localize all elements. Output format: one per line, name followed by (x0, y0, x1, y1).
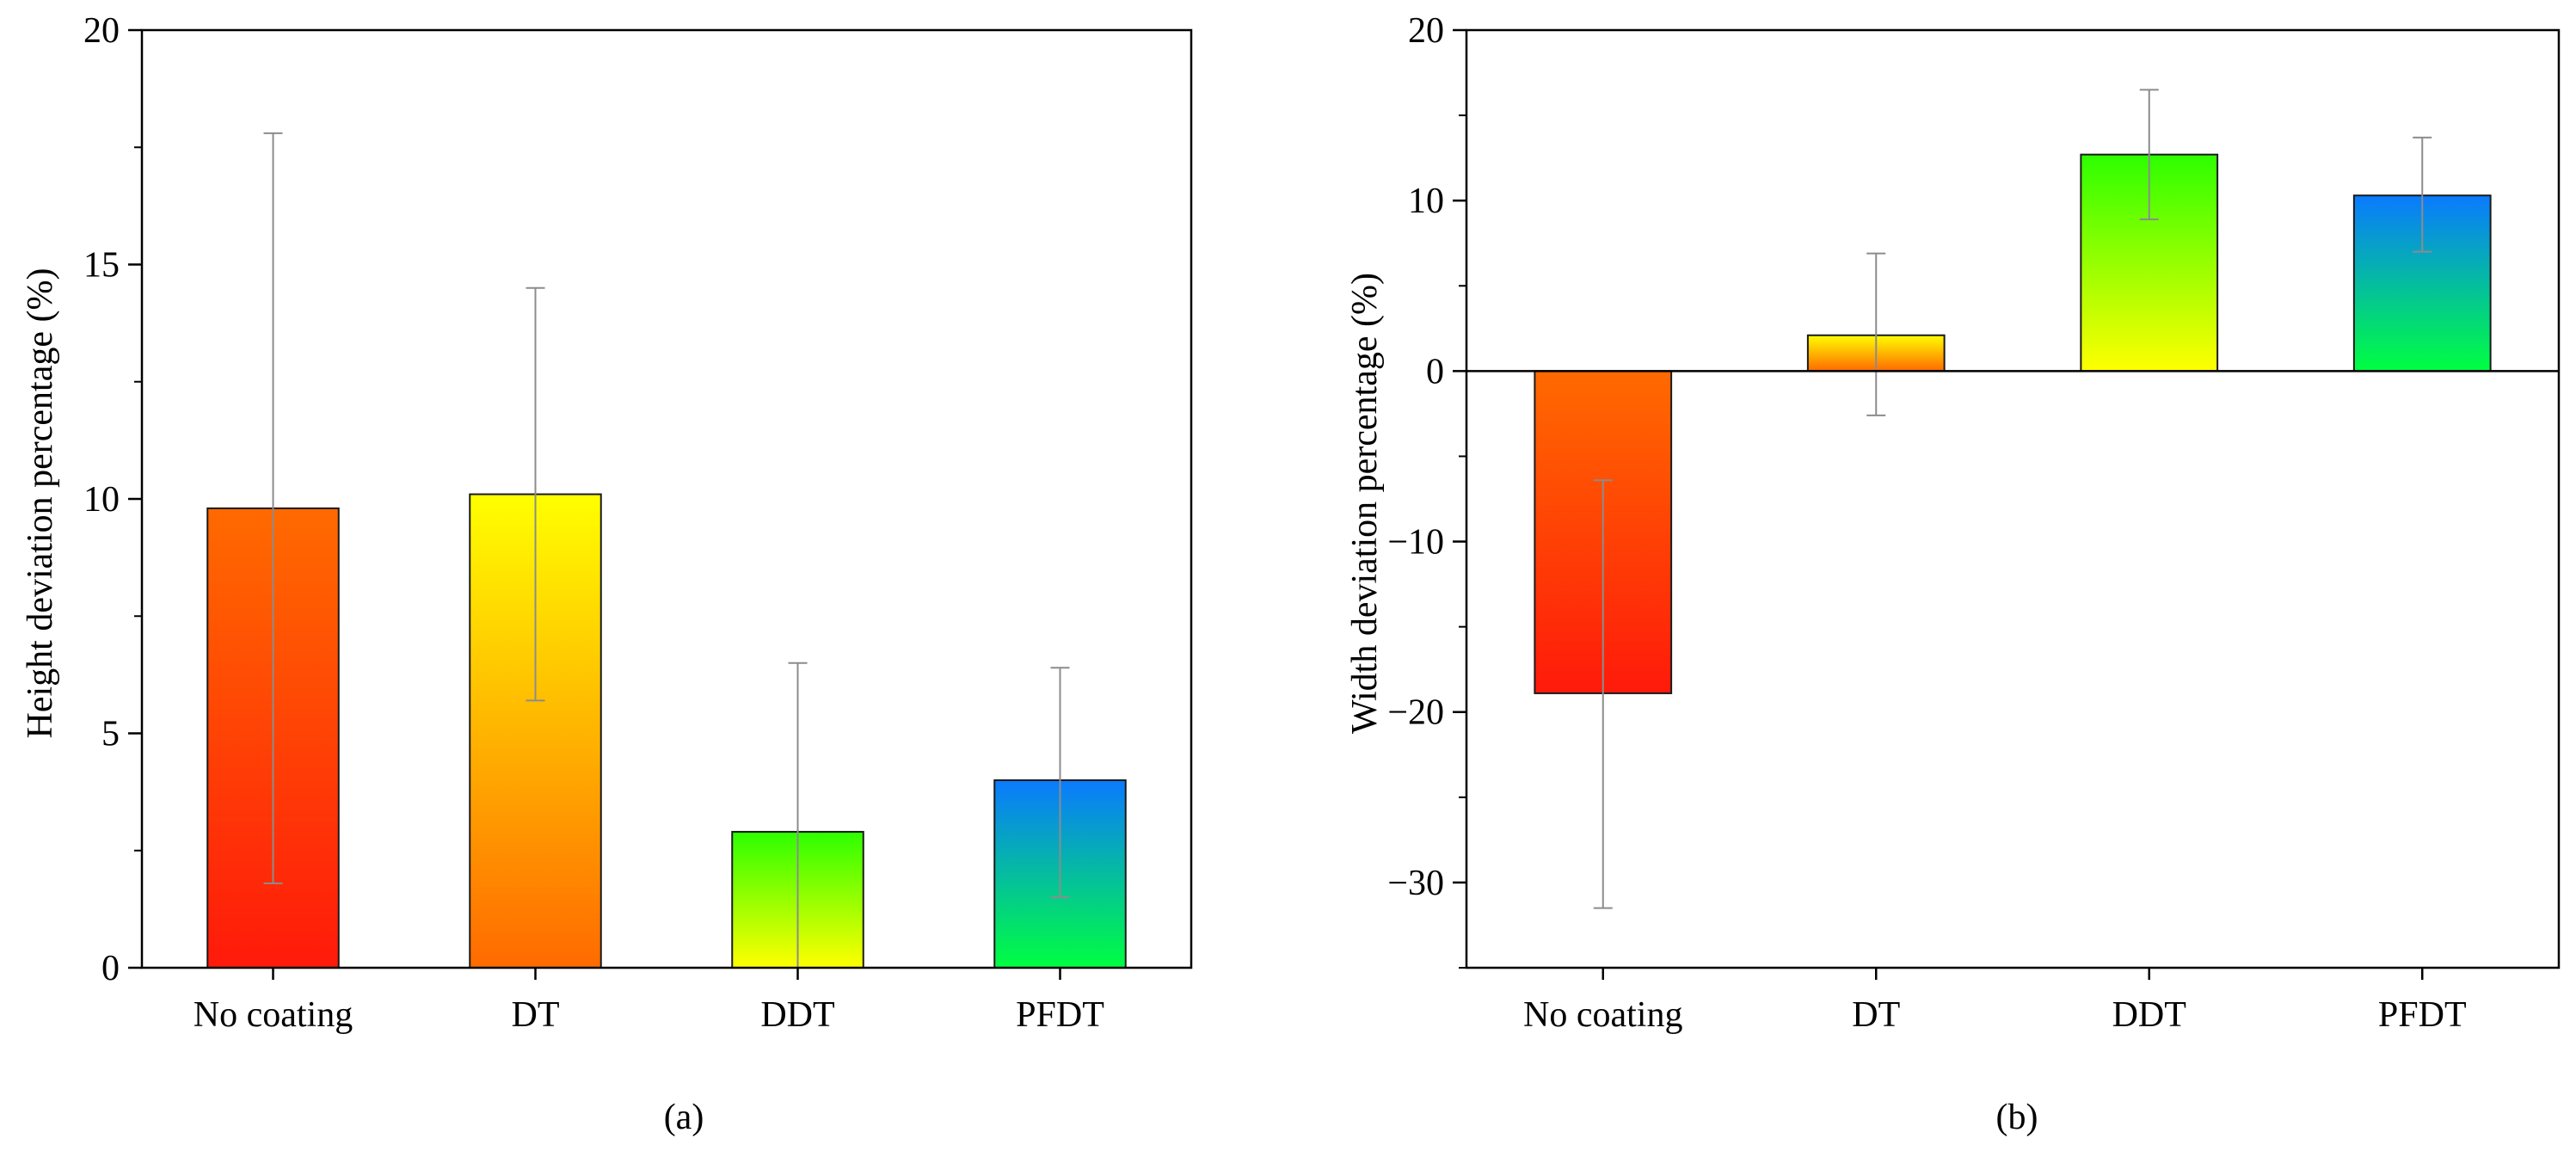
x-tick-label: DT (512, 995, 560, 1035)
y-tick-label: −20 (1387, 693, 1444, 733)
error-bar (1866, 252, 1886, 416)
y-tick-label: 10 (83, 480, 120, 520)
y-tick-label: 15 (83, 246, 120, 286)
error-bar (526, 286, 545, 702)
y-tick-label: 10 (1408, 182, 1444, 221)
y-tick-label: 0 (101, 949, 120, 988)
error-bar (1050, 667, 1070, 899)
x-tick-label: No coating (1523, 995, 1682, 1035)
x-tick-label: PFDT (1016, 995, 1104, 1035)
error-bar (1593, 479, 1613, 909)
y-tick-label: 0 (1426, 352, 1444, 391)
panel-b: Width deviation percentage (%) (b) −30 −2… (1345, 11, 2561, 1137)
x-tick-label: No coating (194, 995, 353, 1035)
panel-label-a: (a) (664, 1098, 704, 1137)
x-tick-label: DDT (2112, 995, 2186, 1035)
x-tick-label: DT (1852, 995, 1900, 1035)
x-tick-label: PFDT (2378, 995, 2467, 1035)
y-tick-label: 20 (83, 11, 120, 51)
error-bar (263, 132, 283, 884)
x-tick-label: DDT (760, 995, 834, 1035)
panel-a: Height deviation percentage (%) (a) 0 5 10… (21, 11, 1193, 1137)
panel-label-b: (b) (1996, 1098, 2038, 1137)
y-tick-label: 5 (101, 715, 120, 754)
y-tick-label: −30 (1387, 864, 1444, 903)
y-axis-title-b: Width deviation percentage (%) (1345, 273, 1385, 734)
y-tick-label: 20 (1408, 11, 1444, 51)
y-tick-label: −10 (1387, 523, 1444, 563)
y-axis-title-a: Height deviation percentage (%) (21, 268, 60, 739)
error-bar (2413, 136, 2432, 253)
error-bar (2139, 89, 2159, 220)
plot-frame (1465, 28, 2561, 969)
bar-pfdt (2352, 194, 2492, 372)
